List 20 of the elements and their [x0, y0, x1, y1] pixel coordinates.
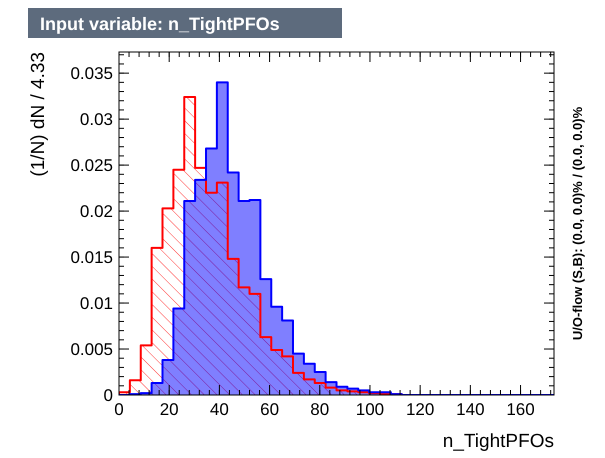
- x-tick-label: 140: [456, 400, 485, 419]
- x-tick-label: 80: [310, 400, 330, 419]
- y-tick-label: 0.03: [80, 110, 113, 130]
- y-tick-label: 0: [104, 386, 113, 405]
- text: U/O-flow (S,B): (0.0, 0.0)% / (0.0, 0.0)%: [570, 106, 585, 340]
- y-axis-title: (1/N) dN / 4.33: [28, 52, 49, 177]
- x-tick-label: 40: [210, 400, 229, 419]
- x-tick-label: 160: [506, 400, 535, 419]
- x-axis-title: n_TightPFOs: [442, 431, 554, 452]
- y-tick-label: 0.02: [80, 202, 113, 222]
- chart-title: Input variable: n_TightPFOs: [40, 14, 280, 34]
- x-tick-label: 120: [406, 400, 434, 419]
- y-tick-label: 0.035: [70, 64, 113, 84]
- y-tick-label: 0.015: [70, 248, 113, 268]
- x-tick-label: 100: [356, 400, 384, 419]
- y-tick-label: 0.025: [70, 156, 113, 176]
- y-tick-label: 0.005: [70, 340, 113, 360]
- x-tick-label: 20: [160, 400, 179, 419]
- y-tick-label: 0.01: [80, 294, 113, 314]
- x-tick-label: 60: [260, 400, 280, 419]
